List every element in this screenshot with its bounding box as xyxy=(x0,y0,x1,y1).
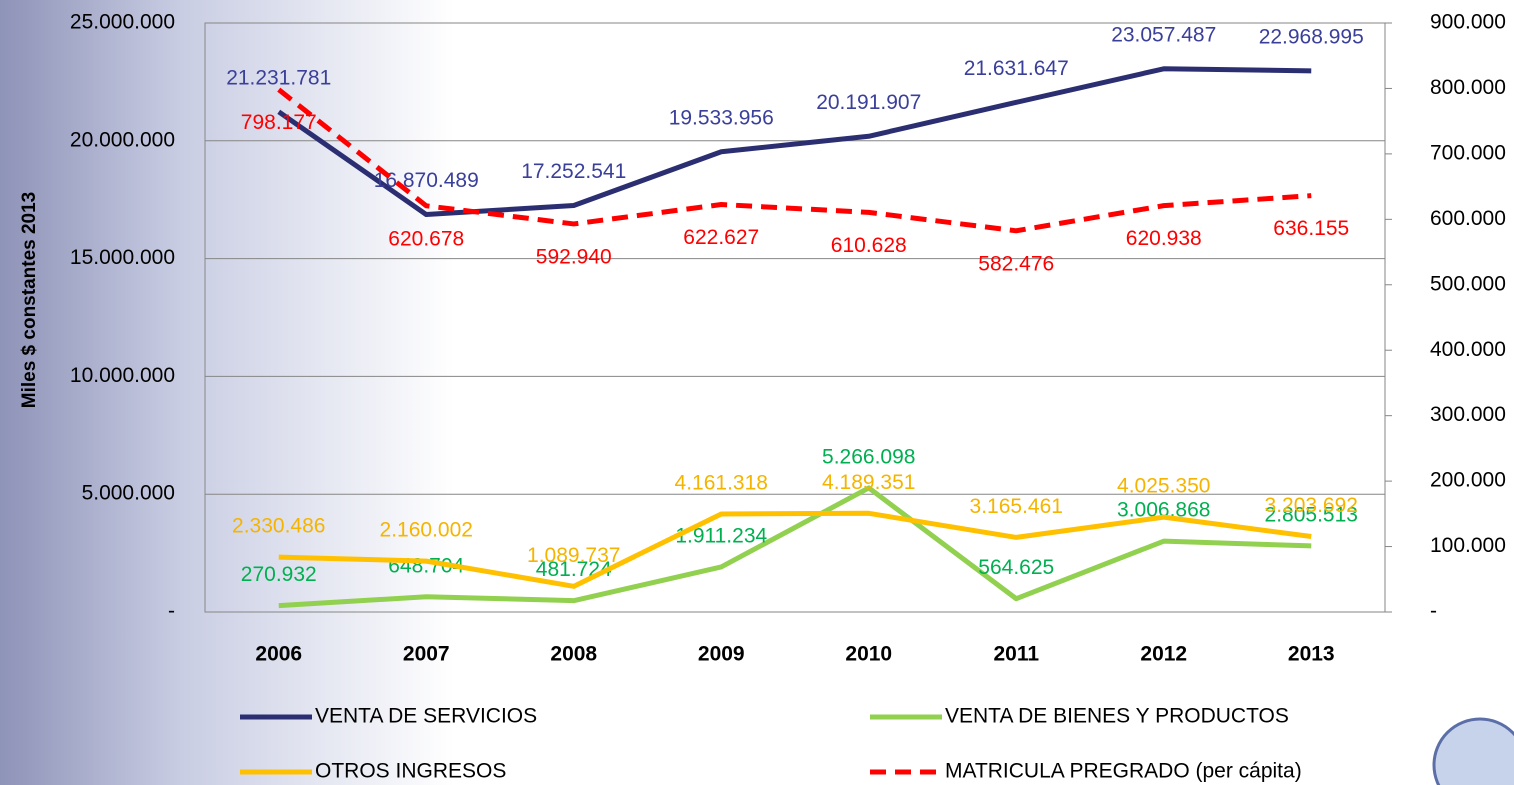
data-label: 4.025.350 xyxy=(1117,475,1210,498)
y2-tick-label: 900.000 xyxy=(1430,11,1506,34)
y-tick-label: 20.000.000 xyxy=(70,128,175,151)
data-label: 3.165.461 xyxy=(970,495,1063,518)
data-label: 622.627 xyxy=(683,226,759,249)
data-label: 4.161.318 xyxy=(675,472,768,495)
data-label: 636.155 xyxy=(1273,217,1349,240)
data-label: 2.160.002 xyxy=(380,519,473,542)
data-label: 21.231.781 xyxy=(226,66,331,89)
data-label: 23.057.487 xyxy=(1111,23,1216,46)
data-label: 798.177 xyxy=(241,111,317,134)
data-label: 270.932 xyxy=(241,563,317,586)
legend-label: MATRICULA PREGRADO (per cápita) xyxy=(945,760,1302,783)
data-label: 4.189.351 xyxy=(822,471,915,494)
x-tick-label: 2007 xyxy=(403,643,450,666)
data-label: 592.940 xyxy=(536,246,612,269)
x-tick-label: 2013 xyxy=(1288,643,1335,666)
y2-tick-label: 300.000 xyxy=(1430,403,1506,426)
data-label: 22.968.995 xyxy=(1259,25,1364,48)
data-label: 610.628 xyxy=(831,234,907,257)
y-tick-label: - xyxy=(168,600,175,623)
legend-label: OTROS INGRESOS xyxy=(315,760,506,783)
data-label: 19.533.956 xyxy=(669,106,774,129)
x-tick-label: 2008 xyxy=(550,643,597,666)
y2-tick-label: 500.000 xyxy=(1430,272,1506,295)
y-axis-title: Miles $ constantes 2013 xyxy=(19,192,40,409)
data-label: 20.191.907 xyxy=(816,91,921,114)
y2-tick-label: 600.000 xyxy=(1430,207,1506,230)
data-label: 1.089.737 xyxy=(527,544,620,567)
legend-label: VENTA DE BIENES Y PRODUCTOS xyxy=(945,705,1289,728)
y-tick-label: 5.000.000 xyxy=(82,482,175,505)
y2-tick-label: 100.000 xyxy=(1430,534,1506,557)
data-label: 620.938 xyxy=(1126,227,1202,250)
y2-tick-label: 700.000 xyxy=(1430,141,1506,164)
x-tick-label: 2006 xyxy=(255,643,302,666)
chart: Miles $ constantes 2013 - 5.000.000 10.000… xyxy=(0,0,1514,785)
legend-label: VENTA DE SERVICIOS xyxy=(315,705,537,728)
x-tick-label: 2010 xyxy=(845,643,892,666)
y-tick-label: 25.000.000 xyxy=(70,11,175,34)
y2-tick-label: 400.000 xyxy=(1430,338,1506,361)
y-tick-label: 15.000.000 xyxy=(70,246,175,269)
x-tick-label: 2009 xyxy=(698,643,745,666)
data-label: 3.203.692 xyxy=(1265,494,1358,517)
y2-tick-label: 200.000 xyxy=(1430,469,1506,492)
data-label: 16.870.489 xyxy=(374,169,479,192)
data-label: 5.266.098 xyxy=(822,445,915,468)
data-label: 620.678 xyxy=(388,227,464,250)
y2-tick-label: - xyxy=(1430,600,1437,623)
y2-tick-label: 800.000 xyxy=(1430,76,1506,99)
data-label: 2.330.486 xyxy=(232,515,325,538)
x-tick-label: 2012 xyxy=(1140,643,1187,666)
y-tick-label: 10.000.000 xyxy=(70,364,175,387)
data-label: 17.252.541 xyxy=(521,160,626,183)
data-label: 21.631.647 xyxy=(964,57,1069,80)
x-tick-label: 2011 xyxy=(993,643,1039,666)
data-label: 564.625 xyxy=(978,556,1054,579)
data-label: 582.476 xyxy=(978,252,1054,275)
